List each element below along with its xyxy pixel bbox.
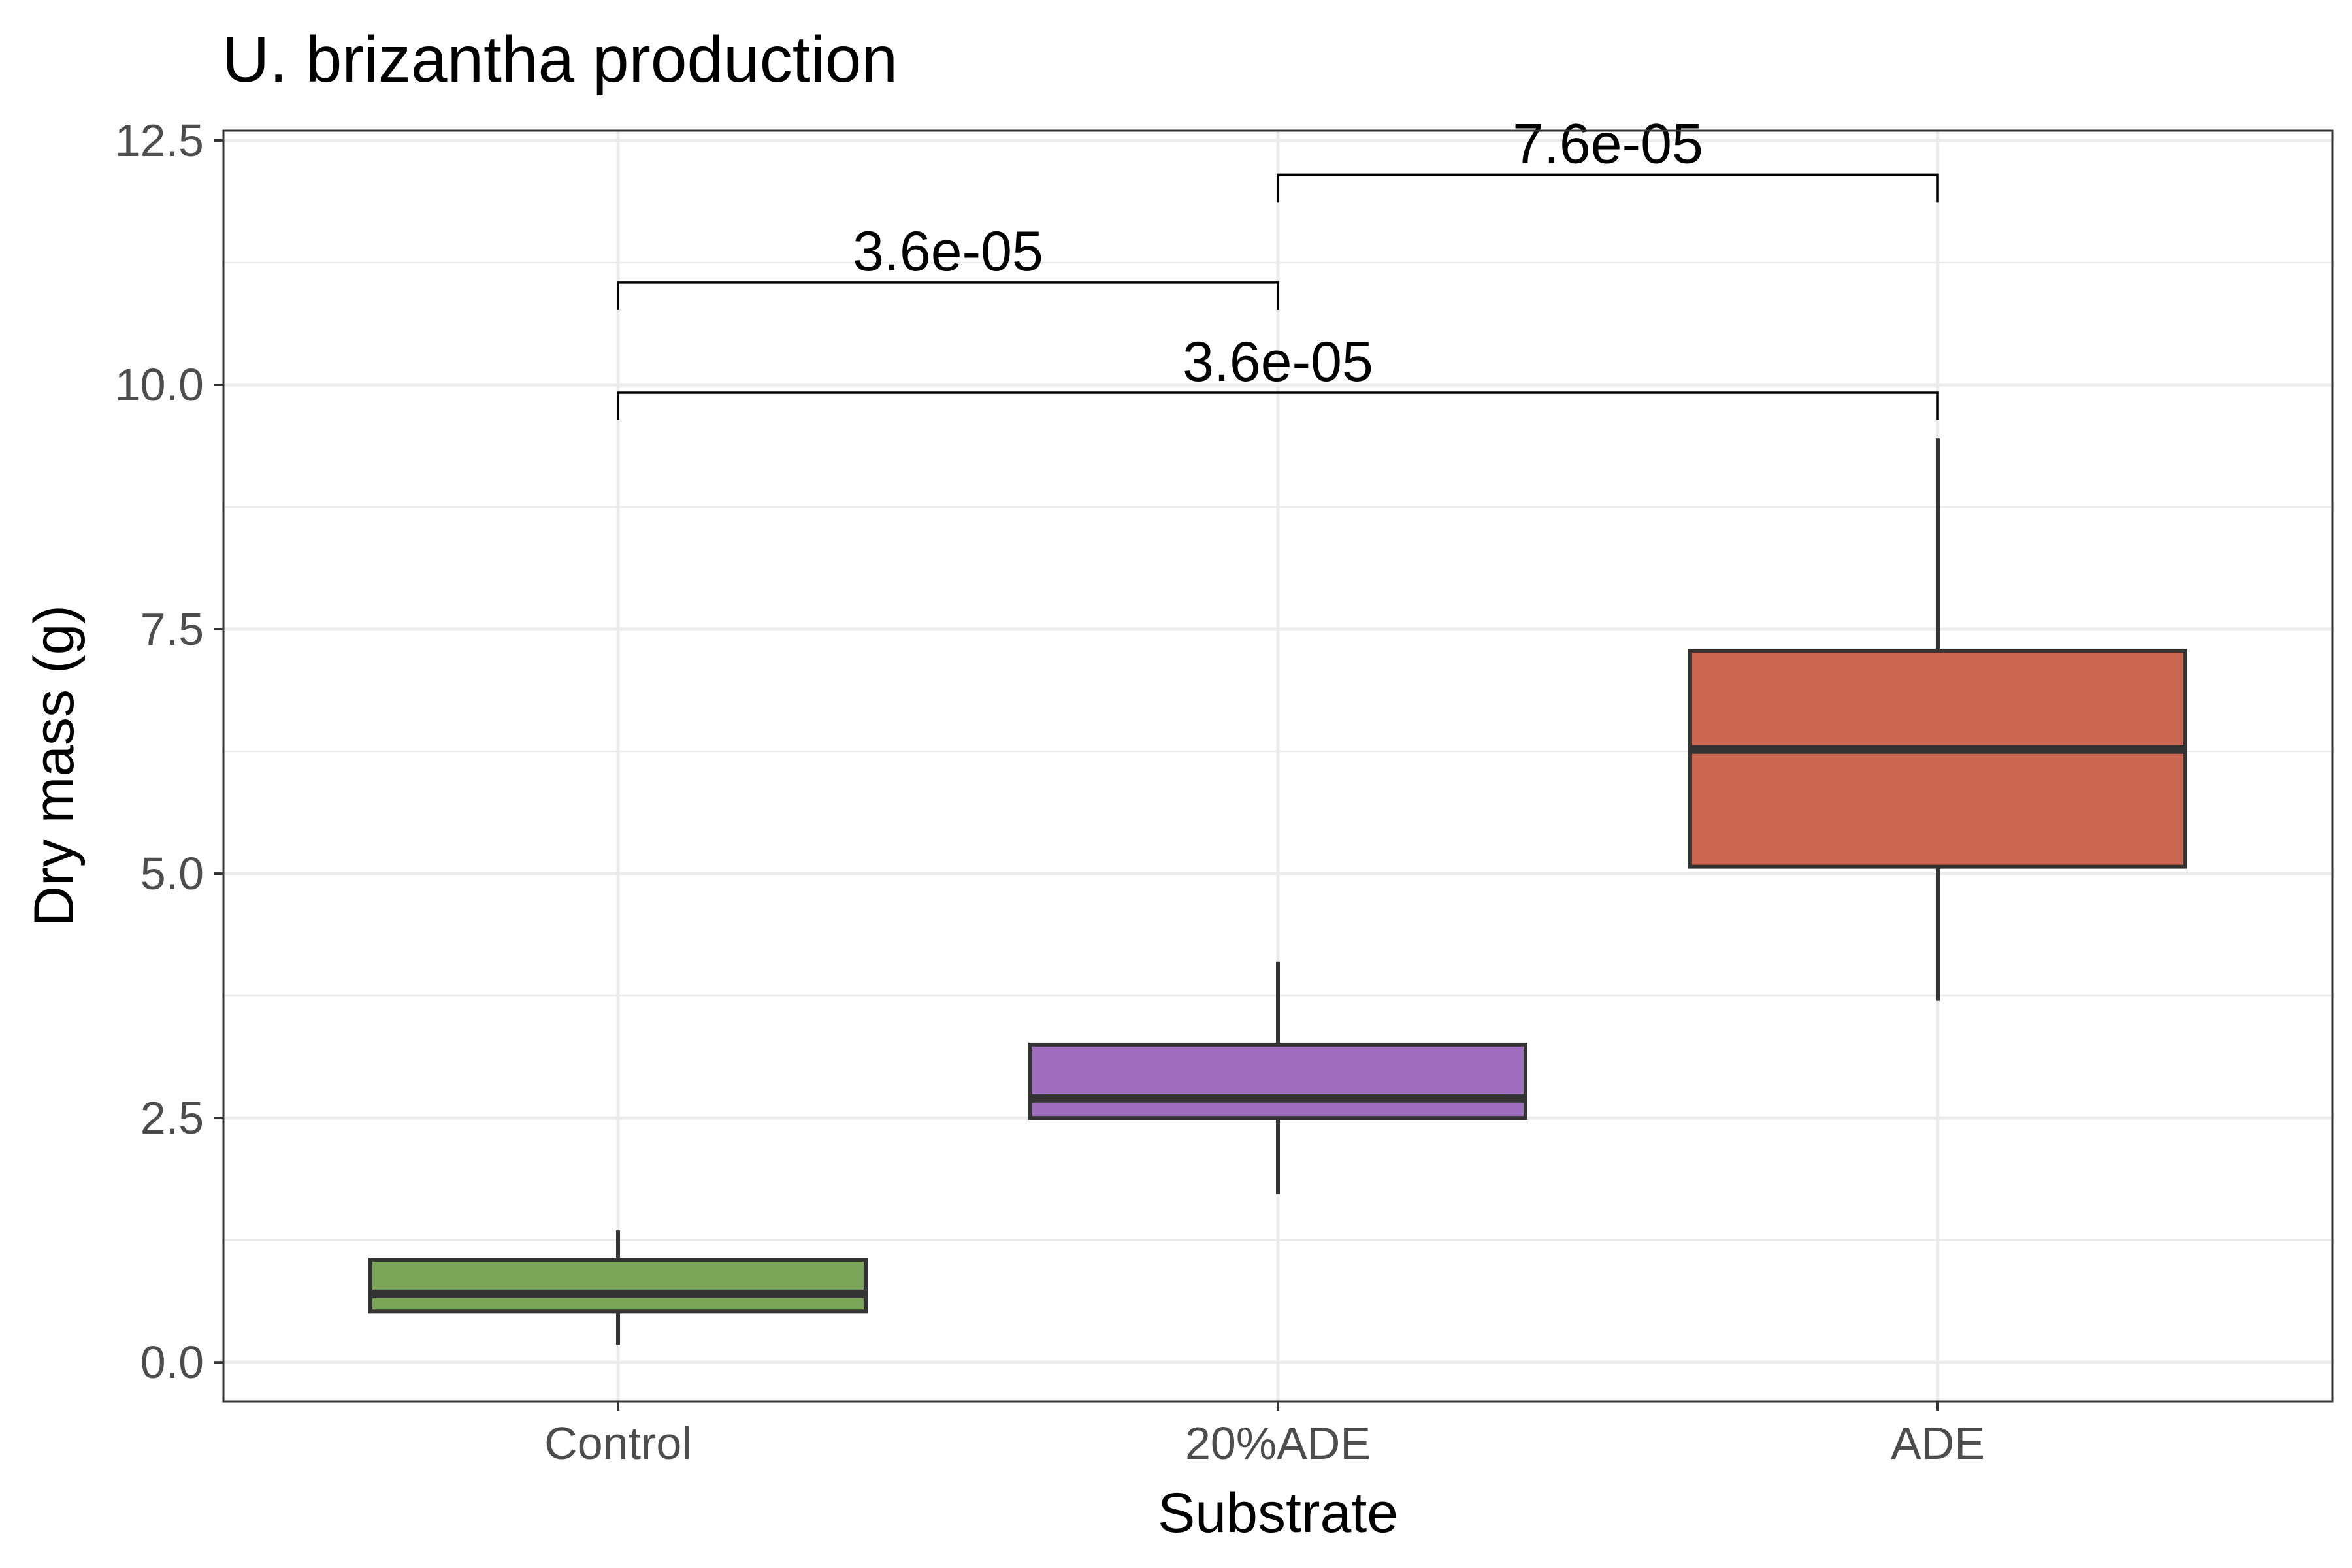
box-control: [368, 1230, 868, 1345]
y-tick-label: 7.5: [140, 604, 204, 655]
p-value-label: 3.6e-05: [1183, 331, 1373, 393]
box-layer: [368, 438, 2187, 1345]
p-value-label: 7.6e-05: [1512, 112, 1703, 175]
x-tick-label: Control: [544, 1418, 692, 1469]
box-ade: [1688, 438, 2187, 1001]
box-20-ade: [1028, 961, 1527, 1194]
comparison-bracket: 7.6e-05: [1277, 112, 1939, 203]
bracket-line: [617, 281, 1279, 310]
bracket-line: [617, 391, 1939, 420]
y-tick-label: 12.5: [115, 115, 204, 166]
comparison-bracket: 3.6e-05: [617, 331, 1939, 420]
y-tick-label: 0.0: [140, 1337, 204, 1388]
y-tick-label: 10.0: [115, 359, 204, 410]
bracket-line: [1277, 173, 1939, 203]
axis-layer: 0.0 2.5 5.0 7.5 10.0 12.5 Control 20%ADE ADE: [115, 115, 1985, 1469]
comparison-brackets: 7.6e-05 3.6e-05 3.6e-05: [617, 112, 1939, 420]
x-axis-title: Substrate: [1158, 1482, 1398, 1544]
y-axis-title: Dry mass (g): [23, 605, 86, 926]
box-body: [368, 1258, 868, 1314]
x-tick-label: ADE: [1891, 1418, 1985, 1469]
box-body: [1028, 1042, 1527, 1120]
p-value-label: 3.6e-05: [853, 220, 1043, 283]
comparison-bracket: 3.6e-05: [617, 220, 1279, 310]
box-body: [1688, 648, 2187, 869]
y-tick-label: 2.5: [140, 1092, 204, 1143]
x-tick-label: 20%ADE: [1185, 1418, 1371, 1469]
chart-title: U. brizantha production: [222, 23, 898, 96]
y-tick-label: 5.0: [140, 848, 204, 899]
